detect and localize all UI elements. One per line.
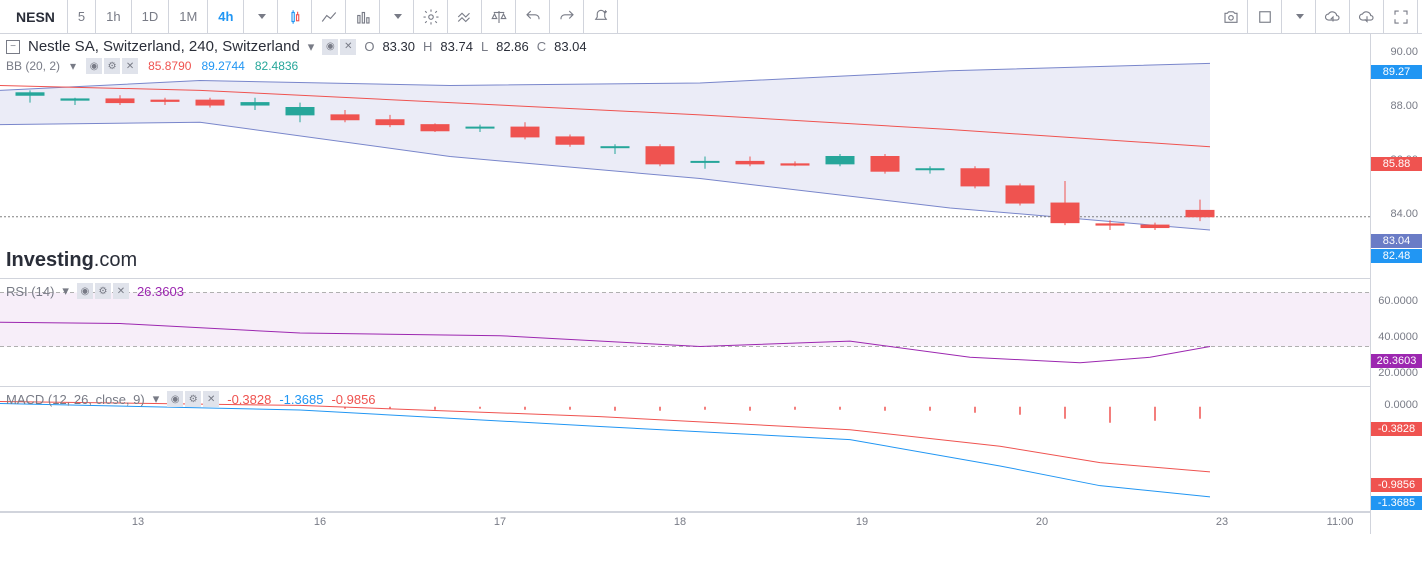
indicators-icon[interactable] (448, 0, 482, 33)
axis-tick: 20.0000 (1378, 367, 1418, 379)
screenshot-icon[interactable] (1214, 0, 1248, 33)
line-style-icon[interactable] (312, 0, 346, 33)
chevron-down-icon[interactable]: ▾ (62, 283, 69, 299)
axis-price-tag: -0.9856 (1371, 478, 1422, 492)
timeframe-4h[interactable]: 4h (208, 0, 244, 33)
title-controls[interactable]: ◉✕ (322, 39, 356, 55)
timeframe-1h[interactable]: 1h (96, 0, 131, 33)
layout-icon[interactable] (1248, 0, 1282, 33)
compare-dropdown[interactable] (380, 0, 414, 33)
bb-label: BB (20, 2) (6, 59, 60, 73)
undo-icon[interactable] (516, 0, 550, 33)
compare-icon[interactable] (346, 0, 380, 33)
axis-tick: 0.0000 (1384, 399, 1418, 411)
rsi-value: 26.3603 (137, 284, 184, 299)
bb-controls[interactable]: ◉⚙✕ (86, 58, 138, 74)
time-tick: 23 (1216, 516, 1228, 528)
axis-price-tag: -0.3828 (1371, 422, 1422, 436)
settings-icon[interactable] (414, 0, 448, 33)
chevron-down-icon[interactable]: ▾ (153, 391, 160, 407)
ohlc-c: 83.04 (554, 39, 587, 54)
axis-tick: 88.00 (1390, 100, 1418, 112)
axis-price-tag: 26.3603 (1371, 354, 1422, 368)
ohlc-h: 83.74 (440, 39, 473, 54)
time-axis[interactable]: 13 16 17 18 19 20 23 11:00 (0, 512, 1370, 534)
rsi-panel[interactable]: RSI (14) ▾ ◉⚙✕ 26.3603 (0, 279, 1370, 387)
candle-style-icon[interactable] (278, 0, 312, 33)
bb-lower: 82.4836 (255, 59, 298, 73)
rsi-controls[interactable]: ◉⚙✕ (77, 283, 129, 299)
macd-macd: -1.3685 (279, 392, 323, 407)
symbol-field[interactable]: NESN (4, 0, 68, 33)
axis-tick: 84.00 (1390, 208, 1418, 220)
axis-price-tag: 82.48 (1371, 249, 1422, 263)
timeframe-1M[interactable]: 1M (169, 0, 208, 33)
time-tick: 16 (314, 516, 326, 528)
axis-price-tag: 83.04 (1371, 234, 1422, 248)
time-tick: 17 (494, 516, 506, 528)
bb-upper: 85.8790 (148, 59, 191, 73)
price-panel[interactable]: − Nestle SA, Switzerland, 240, Switzerla… (0, 34, 1370, 279)
rsi-label: RSI (14) (6, 284, 54, 299)
axis-price-tag: -1.3685 (1371, 496, 1422, 510)
timeframe-1D[interactable]: 1D (132, 0, 170, 33)
chart-title: Nestle SA, Switzerland, 240, Switzerland (28, 38, 300, 55)
ohlc-l: 82.86 (496, 39, 529, 54)
time-tick: 19 (856, 516, 868, 528)
time-tick: 13 (132, 516, 144, 528)
price-axis[interactable]: 90.0088.0086.0084.0089.2785.8883.0482.48… (1370, 34, 1422, 534)
macd-signal: -0.9856 (331, 392, 375, 407)
collapse-icon[interactable]: − (6, 40, 20, 54)
ohlc-l-label: L (481, 39, 488, 54)
macd-hist: -0.3828 (227, 392, 271, 407)
macd-controls[interactable]: ◉⚙✕ (167, 391, 219, 407)
ohlc-c-label: C (537, 39, 546, 54)
axis-tick: 90.00 (1390, 46, 1418, 58)
scales-icon[interactable] (482, 0, 516, 33)
time-tick: 18 (674, 516, 686, 528)
cloud-load-icon[interactable] (1316, 0, 1350, 33)
axis-tick: 40.0000 (1378, 331, 1418, 343)
axis-tick: 60.0000 (1378, 295, 1418, 307)
timeframe-dropdown[interactable] (244, 0, 278, 33)
cloud-save-icon[interactable] (1350, 0, 1384, 33)
watermark: Investing.com (6, 249, 137, 272)
axis-price-tag: 85.88 (1371, 157, 1422, 171)
chevron-down-icon[interactable]: ▾ (70, 59, 76, 73)
timeframe-5[interactable]: 5 (68, 0, 96, 33)
chevron-down-icon[interactable]: ▾ (308, 39, 315, 55)
ohlc-h-label: H (423, 39, 432, 54)
alerts-icon[interactable] (584, 0, 618, 33)
ohlc-o: 83.30 (382, 39, 415, 54)
time-tick: 20 (1036, 516, 1048, 528)
toolbar: NESN 51h1D1M4h (0, 0, 1422, 34)
redo-icon[interactable] (550, 0, 584, 33)
timeframe-group: 51h1D1M4h (68, 0, 245, 33)
layout-dropdown[interactable] (1282, 0, 1316, 33)
bb-mid: 89.2744 (201, 59, 244, 73)
fullscreen-icon[interactable] (1384, 0, 1418, 33)
chart-container: − Nestle SA, Switzerland, 240, Switzerla… (0, 34, 1422, 534)
ohlc-o-label: O (364, 39, 374, 54)
macd-panel[interactable]: MACD (12, 26, close, 9) ▾ ◉⚙✕ -0.3828 -1… (0, 387, 1370, 512)
axis-price-tag: 89.27 (1371, 65, 1422, 79)
time-tick: 11:00 (1327, 516, 1354, 528)
macd-label: MACD (12, 26, close, 9) (6, 392, 145, 407)
